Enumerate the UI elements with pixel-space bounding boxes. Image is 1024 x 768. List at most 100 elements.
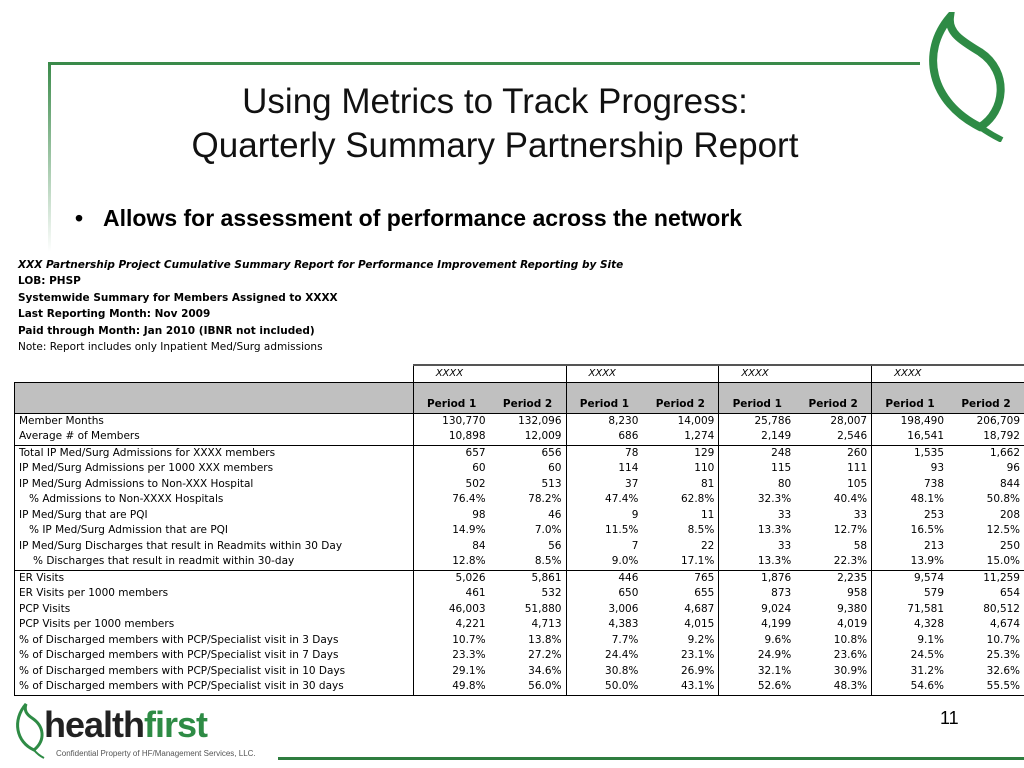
value-cell: 446 [565, 569, 643, 586]
row-label: Member Months [14, 413, 414, 429]
value-cell: 4,199 [718, 617, 796, 633]
value-cell: 29.1% [452, 664, 486, 677]
value-cell: 12,009 [524, 430, 562, 442]
report-note: Note: Report includes only Inpatient Med… [18, 341, 323, 354]
value-cell: 248 [718, 444, 796, 461]
title-line-2: Quarterly Summary Partnership Report [191, 126, 799, 165]
value-cell: 33 [853, 508, 868, 521]
value-cell: 12.8% [452, 555, 486, 567]
value-cell: 10,898 [448, 430, 486, 442]
value-cell: 132,096 [518, 414, 562, 427]
value-cell: 5,861 [489, 569, 566, 586]
value-cell: 23.1% [680, 649, 715, 661]
value-cell: 4,687 [684, 602, 715, 615]
value-cell: 52.6% [718, 679, 796, 696]
value-cell: 253 [871, 507, 949, 523]
value-cell: 7 [565, 538, 643, 554]
value-cell: 76.4% [452, 493, 486, 505]
value-cell: 33 [718, 507, 796, 523]
value-cell: 15.0% [986, 555, 1020, 567]
value-cell: 37 [565, 476, 643, 492]
value-cell: 9.6% [718, 632, 796, 648]
value-cell: 11.5% [565, 523, 643, 539]
row-label: % of Discharged members with PCP/Special… [14, 632, 414, 648]
value-cell: 110 [694, 462, 715, 474]
value-cell: 48.3% [795, 679, 872, 696]
report-lob: LOB: PHSP [18, 275, 81, 288]
table-row: % of Discharged members with PCP/Special… [14, 648, 1024, 664]
value-cell: 9.1% [871, 632, 949, 648]
value-cell: 23.3% [452, 649, 486, 661]
slide-title: Using Metrics to Track Progress: Quarter… [100, 80, 890, 168]
value-cell: 513 [541, 477, 562, 490]
value-cell: 579 [871, 586, 949, 602]
value-cell: 5,026 [413, 569, 490, 586]
value-cell: 98 [472, 508, 486, 521]
site-name: XXXX [718, 364, 872, 382]
value-cell: 4,674 [989, 618, 1020, 630]
row-label: IP Med/Surg that are PQI [14, 507, 414, 523]
value-cell: 656 [489, 444, 566, 461]
value-cell: 55.5% [948, 679, 1024, 696]
value-cell: 7.0% [534, 524, 562, 536]
value-cell: 129 [642, 444, 719, 461]
value-cell: 58 [853, 539, 868, 552]
table-row: % of Discharged members with PCP/Special… [14, 663, 1024, 679]
value-cell: 26.9% [680, 664, 715, 677]
period-header: Period 2 [795, 381, 872, 414]
row-label: PCP Visits per 1000 members [14, 617, 414, 633]
value-cell: 25.3% [986, 649, 1020, 661]
value-cell: 80 [718, 476, 796, 492]
table-row: PCP Visits per 1000 members 4,221 4,713 4,3… [14, 617, 1024, 633]
value-cell: 4,713 [531, 618, 562, 630]
value-cell: 10.7% [452, 633, 486, 646]
table-row: % Discharges that result in readmit with… [14, 554, 1024, 570]
value-cell: 657 [413, 444, 490, 461]
row-label: % Admissions to Non-XXXX Hospitals [14, 492, 414, 508]
value-cell: 32.6% [986, 664, 1020, 677]
value-cell: 208 [999, 508, 1020, 521]
row-label: % of Discharged members with PCP/Special… [14, 648, 414, 664]
value-cell: 686 [565, 429, 643, 445]
frame-top-line [48, 62, 920, 65]
value-cell: 8.5% [534, 555, 562, 567]
value-cell: 1,535 [871, 444, 949, 461]
row-label: % IP Med/Surg Admission that are PQI [14, 523, 414, 539]
page-number: 11 [940, 708, 959, 728]
value-cell: 250 [999, 539, 1020, 552]
value-cell: 32.1% [718, 663, 796, 679]
value-cell: 60 [548, 462, 562, 474]
row-label: % of Discharged members with PCP/Special… [14, 679, 414, 696]
row-label: % of Discharged members with PCP/Special… [14, 663, 414, 679]
row-label: ER Visits per 1000 members [14, 586, 414, 602]
row-label: PCP Visits [14, 601, 414, 617]
header-label-cell [14, 381, 414, 414]
value-cell: 12.5% [986, 524, 1020, 536]
period-header: Period 1 [412, 381, 490, 414]
table-row: Average # of Members 10,898 12,009 686 1,274… [14, 429, 1024, 445]
value-cell: 461 [465, 587, 486, 599]
value-cell: 18,792 [983, 430, 1020, 442]
table-row: IP Med/Surg Discharges that result in Re… [14, 538, 1024, 554]
value-cell: 2,235 [795, 569, 872, 586]
value-cell: 13.8% [528, 633, 562, 646]
value-cell: 78.2% [528, 493, 562, 505]
table-row: % of Discharged members with PCP/Special… [14, 632, 1024, 648]
footer-line [278, 757, 1024, 760]
period-header: Period 2 [489, 381, 566, 414]
value-cell: 32.3% [718, 492, 796, 508]
value-cell: 105 [847, 477, 868, 490]
bullet-icon: • [75, 205, 84, 231]
period-header-row: Period 1 Period 2 Period 1 Period 2 Period 1… [14, 381, 1024, 414]
value-cell: 17.1% [680, 555, 715, 567]
value-cell: 260 [795, 444, 872, 461]
value-cell: 24.4% [565, 648, 643, 664]
value-cell: 47.4% [565, 492, 643, 508]
value-cell: 650 [565, 586, 643, 602]
value-cell: 31.2% [871, 663, 949, 679]
report-last-month: Last Reporting Month: Nov 2009 [18, 308, 211, 321]
value-cell: 93 [871, 461, 949, 477]
leaf-icon [929, 12, 1005, 142]
row-label: IP Med/Surg Discharges that result in Re… [14, 538, 414, 554]
value-cell: 4,328 [871, 617, 949, 633]
